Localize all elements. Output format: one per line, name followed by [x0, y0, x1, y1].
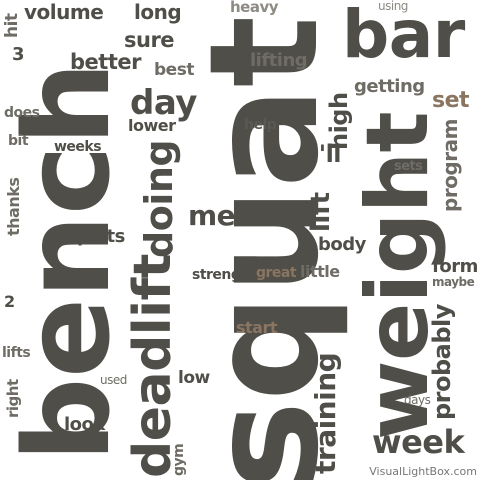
word-program: program	[438, 119, 462, 212]
word-does: does	[4, 105, 40, 121]
word-used: used	[100, 373, 127, 387]
word-body: body	[318, 234, 366, 255]
word-better: better	[70, 50, 141, 74]
word-bench: bench	[0, 62, 136, 462]
word-days: days	[404, 393, 431, 407]
word-little: little	[300, 262, 340, 281]
word-sets: sets	[394, 159, 423, 174]
word-gym: gym	[171, 443, 187, 476]
word-hit: hit	[2, 13, 22, 38]
word-lift: lift	[306, 192, 336, 232]
word-weeks: weeks	[54, 139, 102, 155]
word-ill: i'll	[311, 140, 342, 168]
word-low: low	[178, 368, 210, 388]
credit-watermark: VisualLightBox.com	[369, 465, 477, 478]
word-strength: strength	[192, 267, 257, 283]
word-set: set	[432, 88, 470, 113]
word-meet: meet	[188, 199, 267, 232]
word-volume: volume	[24, 0, 104, 24]
word-help: help	[244, 117, 277, 133]
word-getting: getting	[354, 76, 425, 97]
word-day: day	[130, 83, 197, 123]
word-sure: sure	[124, 28, 175, 52]
word-thanks: thanks	[4, 177, 23, 236]
word-bar: bar	[342, 0, 465, 73]
word-maybe: maybe	[432, 275, 475, 289]
word-lifts: lifts	[2, 345, 31, 361]
word-bit: bit	[8, 133, 29, 149]
word-3: 3	[12, 44, 25, 65]
word-squats: squats	[60, 226, 125, 247]
word-2: 2	[4, 292, 15, 311]
word-lifting: lifting	[250, 50, 308, 71]
word-using: using	[378, 0, 408, 13]
word-start: start	[236, 318, 278, 337]
word-right: right	[4, 379, 22, 418]
word-probably: probably	[428, 304, 456, 420]
word-long: long	[134, 0, 182, 24]
word-heavy: heavy	[230, 0, 279, 16]
word-form: form	[432, 256, 478, 277]
word-best: best	[154, 60, 194, 80]
word-great: great	[256, 265, 297, 281]
word-week: week	[372, 423, 465, 461]
word-look: look	[64, 414, 105, 435]
word-lower: lower	[128, 116, 176, 135]
word-training: training	[309, 352, 342, 474]
word-doing: doing	[137, 139, 181, 258]
